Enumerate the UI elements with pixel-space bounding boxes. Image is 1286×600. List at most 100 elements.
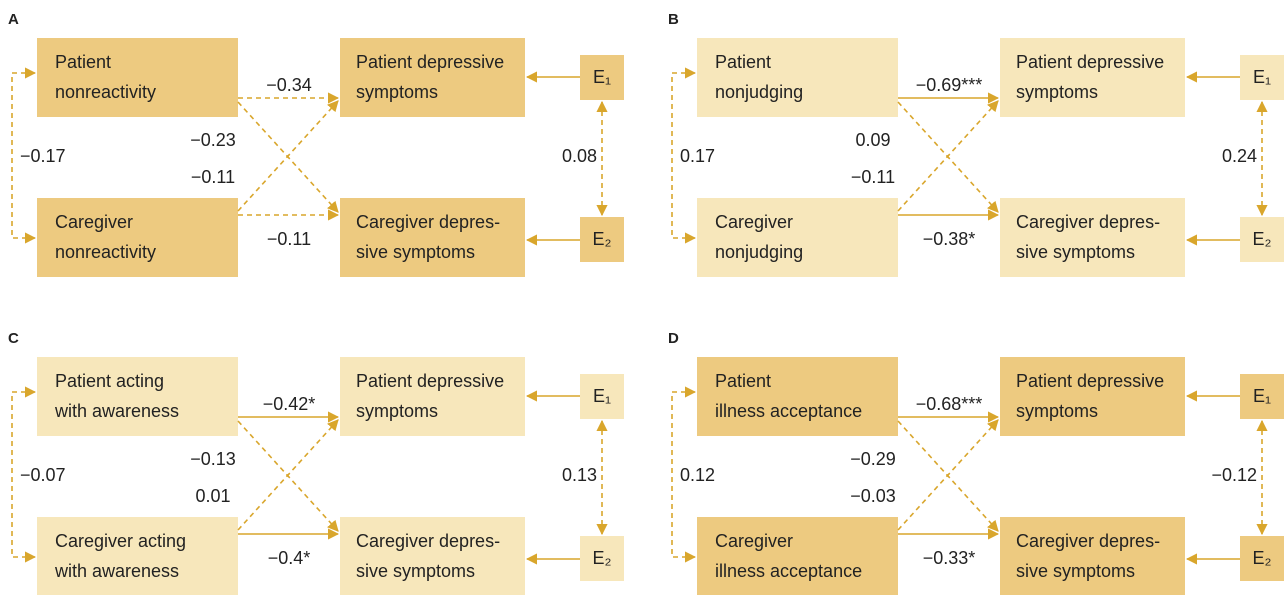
patient-outcome-box [1000,357,1185,436]
patient-box-text: Patient acting [55,371,164,391]
patient-outcome-box-text: Patient depressive [1016,371,1164,391]
cov-right-label: −0.12 [1211,465,1257,485]
cov-left-label: −0.17 [20,146,66,166]
error-box [580,55,624,100]
coef-pp: −0.34 [266,75,312,95]
cov-left [11,67,37,244]
patient-outcome-box-text: symptoms [1016,401,1098,421]
error-label: E₂ [1253,548,1272,568]
caregiver-outcome-box-text: sive symptoms [356,242,475,262]
caregiver-box-text: Caregiver [715,212,793,232]
caregiver-outcome-box-text: Caregiver depres- [1016,212,1160,232]
patient-outcome-box [340,38,525,117]
coef-pp: −0.68*** [916,394,983,414]
cov-right-label: 0.24 [1222,146,1257,166]
patient-outcome-box-text: Patient depressive [356,371,504,391]
coef-cc: −0.4* [268,548,311,568]
path-cp [897,100,999,212]
error-label: E₁ [593,67,611,87]
coef-cc: −0.33* [923,548,976,568]
coef-cc: −0.38* [923,229,976,249]
caregiver-outcome-box [340,198,525,277]
panel-label: B [668,11,679,28]
cov-right-label: 0.08 [562,146,597,166]
patient-box-text: nonjudging [715,82,803,102]
patient-outcome-box-text: symptoms [1016,82,1098,102]
path-cp [237,419,339,531]
caregiver-box-text: Caregiver [715,531,793,551]
cov-left-label: −0.07 [20,465,66,485]
patient-box [697,357,898,436]
cov-left [11,386,37,563]
error-label: E₂ [593,548,612,568]
caregiver-outcome-box-text: sive symptoms [356,561,475,581]
coef-cp: −0.11 [851,167,895,187]
error-label: E₂ [1253,229,1272,249]
caregiver-outcome-box [1000,517,1185,596]
path-cp [237,100,339,212]
caregiver-box-text: Caregiver acting [55,531,186,551]
error-box [580,536,624,581]
patient-outcome-box-text: symptoms [356,82,438,102]
caregiver-box [37,517,238,596]
patient-box-text: Patient [55,52,111,72]
caregiver-box [37,198,238,277]
patient-box-text: illness acceptance [715,401,862,421]
patient-box [37,357,238,436]
error-label: E₂ [593,229,612,249]
error-label: E₁ [1253,386,1271,406]
patient-box-text: Patient [715,371,771,391]
cov-right-label: 0.13 [562,465,597,485]
caregiver-box [697,517,898,596]
patient-box-text: with awareness [54,401,179,421]
caregiver-box-text: nonreactivity [55,242,156,262]
patient-outcome-box [1000,38,1185,117]
path-cp [897,419,999,531]
error-box [580,217,624,262]
error-box [1240,536,1284,581]
caregiver-box-text: Caregiver [55,212,133,232]
panel-label: A [8,11,19,28]
error-box [580,374,624,419]
error-box [1240,217,1284,262]
cov-left [671,67,697,244]
patient-outcome-box [340,357,525,436]
coef-pc: 0.09 [855,130,890,150]
patient-box-text: Patient [715,52,771,72]
coef-pc: −0.29 [850,449,896,469]
cov-left [671,386,697,563]
caregiver-outcome-box [1000,198,1185,277]
caregiver-outcome-box [340,517,525,596]
caregiver-outcome-box-text: sive symptoms [1016,242,1135,262]
error-box [1240,374,1284,419]
patient-box-text: nonreactivity [55,82,156,102]
coef-pc: −0.13 [190,449,236,469]
caregiver-box-text: with awareness [54,561,179,581]
coef-cp: −0.11 [191,167,235,187]
coef-cp: −0.03 [850,486,896,506]
patient-box [697,38,898,117]
error-box [1240,55,1284,100]
coef-pc: −0.23 [190,130,236,150]
cov-left-label: 0.12 [680,465,715,485]
panel-label: D [668,330,679,347]
caregiver-outcome-box-text: Caregiver depres- [356,212,500,232]
coef-pp: −0.42* [263,394,316,414]
caregiver-box-text: illness acceptance [715,561,862,581]
caregiver-outcome-box-text: Caregiver depres- [1016,531,1160,551]
patient-outcome-box-text: symptoms [356,401,438,421]
caregiver-box-text: nonjudging [715,242,803,262]
coef-cp: 0.01 [195,486,230,506]
coef-pp: −0.69*** [916,75,983,95]
caregiver-outcome-box-text: Caregiver depres- [356,531,500,551]
caregiver-outcome-box-text: sive symptoms [1016,561,1135,581]
patient-outcome-box-text: Patient depressive [1016,52,1164,72]
patient-box [37,38,238,117]
coef-cc: −0.11 [267,229,311,249]
patient-outcome-box-text: Patient depressive [356,52,504,72]
error-label: E₁ [593,386,611,406]
cov-left-label: 0.17 [680,146,715,166]
panel-label: C [8,330,19,347]
